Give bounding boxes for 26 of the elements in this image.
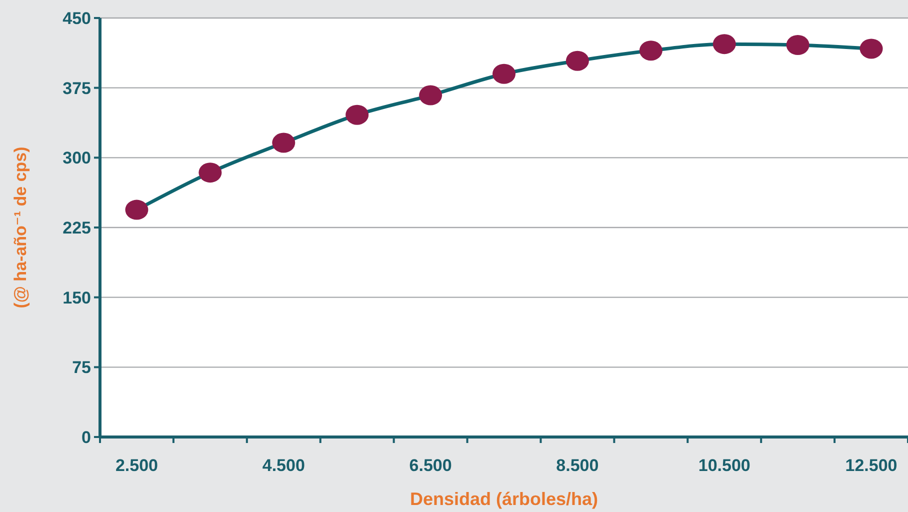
y-tick-label: 75 — [72, 358, 91, 378]
x-tick-label: 10.500 — [698, 456, 750, 475]
y-tick-label: 300 — [62, 148, 91, 168]
point — [419, 85, 442, 106]
point — [125, 200, 148, 220]
point — [198, 162, 222, 183]
point — [860, 38, 883, 59]
x-axis-title: Densidad (árboles/ha) — [410, 489, 598, 509]
point — [786, 35, 810, 55]
y-tick-label: 0 — [82, 428, 91, 447]
y-tick-label: 450 — [62, 8, 91, 28]
point — [492, 64, 516, 84]
x-tick-label: 2.500 — [115, 456, 158, 475]
point — [272, 132, 296, 153]
x-tick-label: 6.500 — [409, 456, 452, 475]
point — [346, 104, 369, 125]
y-axis-title: (@ ha-año⁻¹ de cps) — [11, 146, 30, 308]
y-tick-label: 375 — [62, 78, 91, 98]
point — [566, 50, 589, 71]
point — [639, 40, 662, 61]
y-tick-label: 150 — [62, 288, 91, 308]
point — [712, 34, 736, 54]
x-tick-label: 8.500 — [556, 456, 599, 475]
y-tick-label: 225 — [62, 218, 91, 238]
x-tick-label: 12.500 — [845, 456, 898, 475]
x-tick-label: 4.500 — [262, 456, 305, 475]
